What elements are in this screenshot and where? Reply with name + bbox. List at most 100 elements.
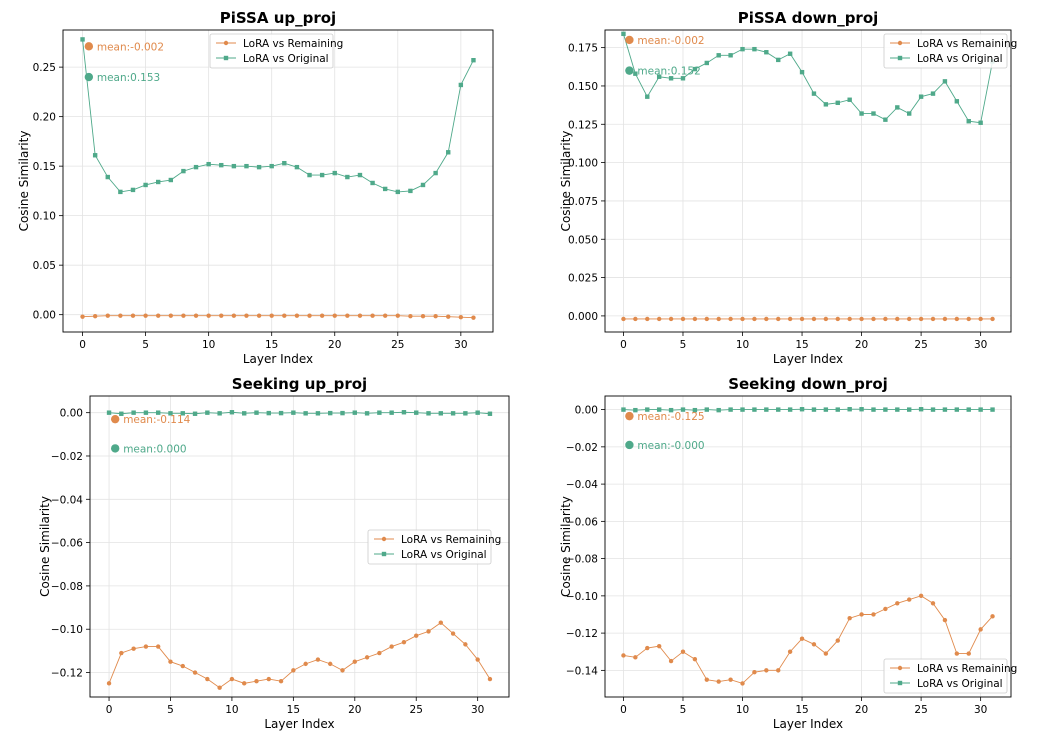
data-point-remaining (433, 313, 438, 319)
y-tick-label: 0.00 (60, 408, 83, 420)
y-axis-label: Cosine Similarity (17, 131, 31, 232)
data-point-remaining (954, 316, 960, 322)
legend-marker-original (897, 55, 903, 61)
data-point-original (621, 31, 626, 37)
data-point-remaining (680, 649, 686, 654)
data-point-remaining (942, 316, 948, 322)
data-point-remaining (990, 614, 995, 619)
y-tick-label: −0.10 (566, 591, 598, 603)
data-point-original (704, 407, 709, 412)
x-tick-label: 20 (348, 704, 361, 716)
data-point-original (131, 410, 136, 415)
series-line-remaining (82, 315, 474, 319)
data-point-remaining (319, 313, 325, 318)
data-point-remaining (475, 657, 480, 662)
data-point-remaining (776, 668, 781, 673)
x-tick-label: 25 (391, 339, 404, 351)
data-point-remaining (895, 601, 900, 606)
data-point-original (633, 407, 638, 413)
data-point-original (352, 410, 357, 415)
data-point-original (823, 407, 829, 412)
data-point-remaining (143, 313, 148, 318)
data-point-original (787, 51, 793, 56)
data-point-original (266, 410, 271, 416)
data-point-original (206, 161, 211, 167)
y-axis-label: Cosine Similarity (38, 496, 52, 597)
data-point-original (728, 407, 733, 412)
data-point-original (859, 111, 864, 116)
data-point-remaining (633, 655, 638, 660)
data-point-original (282, 160, 287, 166)
data-point-original (217, 411, 222, 416)
data-point-original (357, 172, 363, 178)
data-point-remaining (656, 316, 662, 322)
data-point-original (80, 37, 85, 42)
data-point-original (269, 163, 274, 169)
data-point-remaining (364, 655, 370, 660)
x-tick-label: 25 (914, 704, 927, 716)
data-point-original (895, 105, 900, 110)
data-point-original (680, 407, 686, 412)
legend-label-original: LoRA vs Original (243, 53, 329, 65)
chart-panel-2: mean:-0.002 mean:0.152 0 5 10 15 20 25 30 0.000 0.… (559, 9, 1017, 366)
data-point-remaining (118, 313, 123, 318)
legend-label-remaining: LoRA vs Remaining (917, 663, 1017, 675)
data-point-remaining (426, 629, 431, 634)
data-point-original (180, 411, 185, 416)
data-point-remaining (244, 313, 249, 318)
data-point-original (954, 99, 960, 104)
data-point-remaining (395, 313, 400, 318)
data-point-remaining (859, 612, 864, 617)
data-point-remaining (883, 606, 888, 612)
data-point-remaining (942, 617, 948, 623)
data-point-remaining (978, 627, 983, 632)
y-tick-label: 0.050 (568, 234, 598, 246)
legend-label-original: LoRA vs Original (917, 53, 1003, 65)
mean-dot-remaining (84, 42, 94, 51)
data-point-remaining (219, 313, 224, 318)
x-tick-label: 30 (454, 339, 467, 351)
y-tick-label: −0.08 (51, 581, 83, 593)
data-point-original (835, 100, 840, 106)
data-point-remaining (291, 668, 296, 673)
legend-marker-remaining (897, 40, 903, 46)
series-line-original (623, 408, 993, 411)
y-tick-label: 0.20 (33, 112, 56, 124)
data-point-remaining (332, 313, 337, 318)
data-point-remaining (463, 642, 468, 647)
y-tick-label: −0.12 (566, 628, 598, 640)
data-point-original (426, 411, 431, 416)
data-point-original (471, 58, 476, 63)
data-point-remaining (357, 313, 363, 318)
data-point-original (254, 410, 259, 415)
data-point-remaining (315, 657, 321, 662)
data-point-original (130, 187, 136, 193)
data-point-original (446, 150, 451, 155)
y-tick-label: −0.12 (51, 668, 83, 680)
data-point-remaining (282, 313, 287, 318)
data-point-remaining (130, 313, 136, 318)
x-tick-label: 20 (855, 704, 868, 716)
data-point-remaining (181, 313, 186, 318)
x-axis-label: Layer Index (264, 717, 334, 731)
data-point-remaining (907, 597, 912, 602)
y-tick-label: −0.10 (51, 624, 83, 636)
legend-label-original: LoRA vs Original (917, 678, 1003, 690)
plot-frame (604, 395, 1012, 698)
data-point-original (364, 411, 370, 416)
data-point-original (692, 407, 698, 413)
y-tick-label: −0.06 (566, 516, 598, 528)
data-point-remaining (420, 313, 426, 319)
data-point-original (740, 407, 745, 412)
data-point-remaining (728, 677, 733, 682)
data-point-original (656, 74, 662, 79)
legend-frame (209, 33, 334, 69)
data-point-original (871, 407, 876, 412)
x-tick-label: 15 (287, 704, 300, 716)
x-tick-label: 5 (680, 704, 687, 716)
data-point-remaining (645, 645, 650, 651)
mean-dot-original (625, 440, 634, 450)
data-point-remaining (752, 316, 757, 322)
y-axis-label: Cosine Similarity (559, 496, 573, 597)
data-point-remaining (847, 316, 852, 322)
